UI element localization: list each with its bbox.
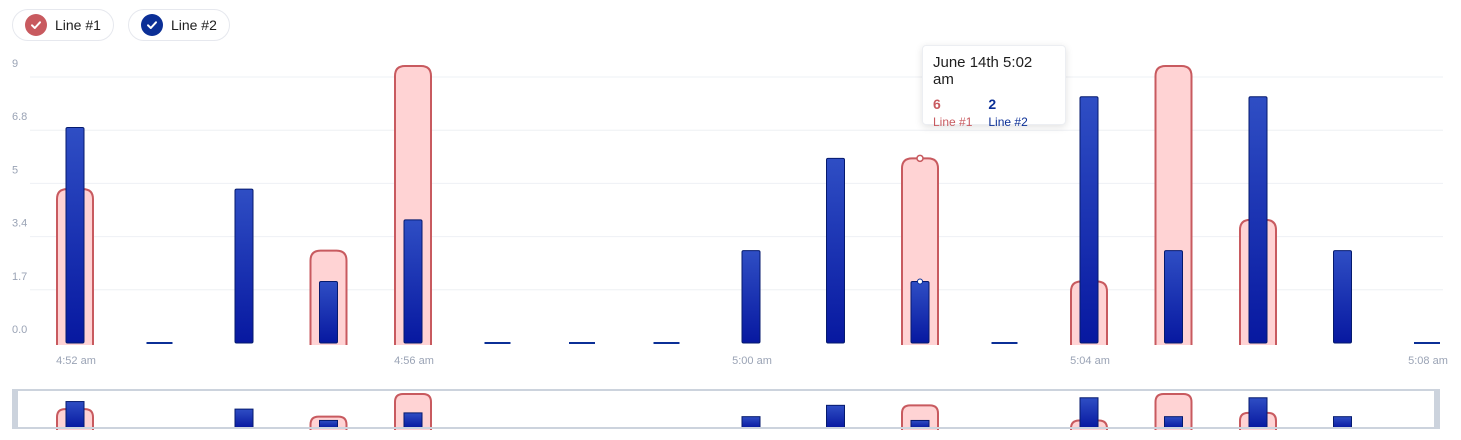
tooltip-series-name: Line #2 xyxy=(988,115,1028,129)
hover-markers xyxy=(916,154,924,285)
navigator-handle-right[interactable] xyxy=(1434,389,1440,429)
legend-item-line-2[interactable]: Line #2 xyxy=(127,9,230,41)
y-tick-label: 3.4 xyxy=(12,218,27,230)
legend: Line #1 Line #2 xyxy=(12,9,230,41)
legend-label: Line #2 xyxy=(170,17,217,33)
x-tick-label: 5:04 am xyxy=(1070,355,1110,367)
tooltip-value: 2 xyxy=(988,96,997,112)
y-tick-label: 5 xyxy=(12,164,18,176)
x-tick-label: 4:56 am xyxy=(394,355,434,367)
bar-line-2[interactable] xyxy=(319,280,338,344)
y-axis: 0.0 1.7 3.4 5 6.8 9 xyxy=(12,58,27,336)
y-tick-label: 1.7 xyxy=(12,271,27,283)
check-icon xyxy=(140,14,163,36)
bar-line-2[interactable] xyxy=(653,342,680,344)
grid xyxy=(30,76,1443,291)
bar-line-2[interactable] xyxy=(1414,342,1440,344)
bar-line-2[interactable] xyxy=(991,342,1018,344)
x-tick-label: 5:00 am xyxy=(732,355,772,367)
navigator[interactable] xyxy=(12,389,1440,429)
tooltip: June 14th 5:02 am 6 Line #1 2 Line #2 xyxy=(922,45,1066,129)
bar-line-2[interactable] xyxy=(910,280,930,344)
bar-line-2[interactable] xyxy=(146,342,173,344)
marker-line-1 xyxy=(916,154,924,163)
navigator-handle-left[interactable] xyxy=(12,389,18,429)
bar-line-2[interactable] xyxy=(1164,250,1183,344)
y-tick-label: 9 xyxy=(12,58,18,70)
tooltip-item-line-2: 2 Line #2 xyxy=(988,96,1027,132)
bar-line-2[interactable] xyxy=(826,157,845,344)
tooltip-series-name: Line #1 xyxy=(933,115,973,129)
tooltip-item-line-1: 6 Line #1 xyxy=(933,96,972,132)
y-tick-label: 0.0 xyxy=(12,324,27,336)
x-tick-label: 5:08 am xyxy=(1408,355,1448,367)
legend-item-line-1[interactable]: Line #1 xyxy=(12,9,114,41)
bar-line-2[interactable] xyxy=(234,188,254,344)
x-tick-label: 4:52 am xyxy=(56,355,96,367)
bar-line-2[interactable] xyxy=(1248,96,1268,344)
bar-line-2[interactable] xyxy=(403,219,423,344)
x-axis: 4:52 am 4:56 am 5:00 am 5:04 am 5:08 am xyxy=(56,355,1448,367)
bar-line-2[interactable] xyxy=(65,127,85,344)
marker-line-2 xyxy=(917,278,923,285)
bar-line-2[interactable] xyxy=(484,342,511,344)
bar-line-2[interactable] xyxy=(1333,250,1352,344)
series-line-2[interactable] xyxy=(65,96,1440,344)
bar-line-2[interactable] xyxy=(1079,96,1099,344)
legend-label: Line #1 xyxy=(55,17,101,33)
bar-line-2[interactable] xyxy=(741,250,761,344)
tooltip-value: 6 xyxy=(933,96,941,112)
bar-line-2[interactable] xyxy=(569,342,595,344)
y-tick-label: 6.8 xyxy=(12,111,27,123)
check-icon xyxy=(25,14,47,36)
tooltip-title: June 14th 5:02 am xyxy=(933,54,1033,88)
